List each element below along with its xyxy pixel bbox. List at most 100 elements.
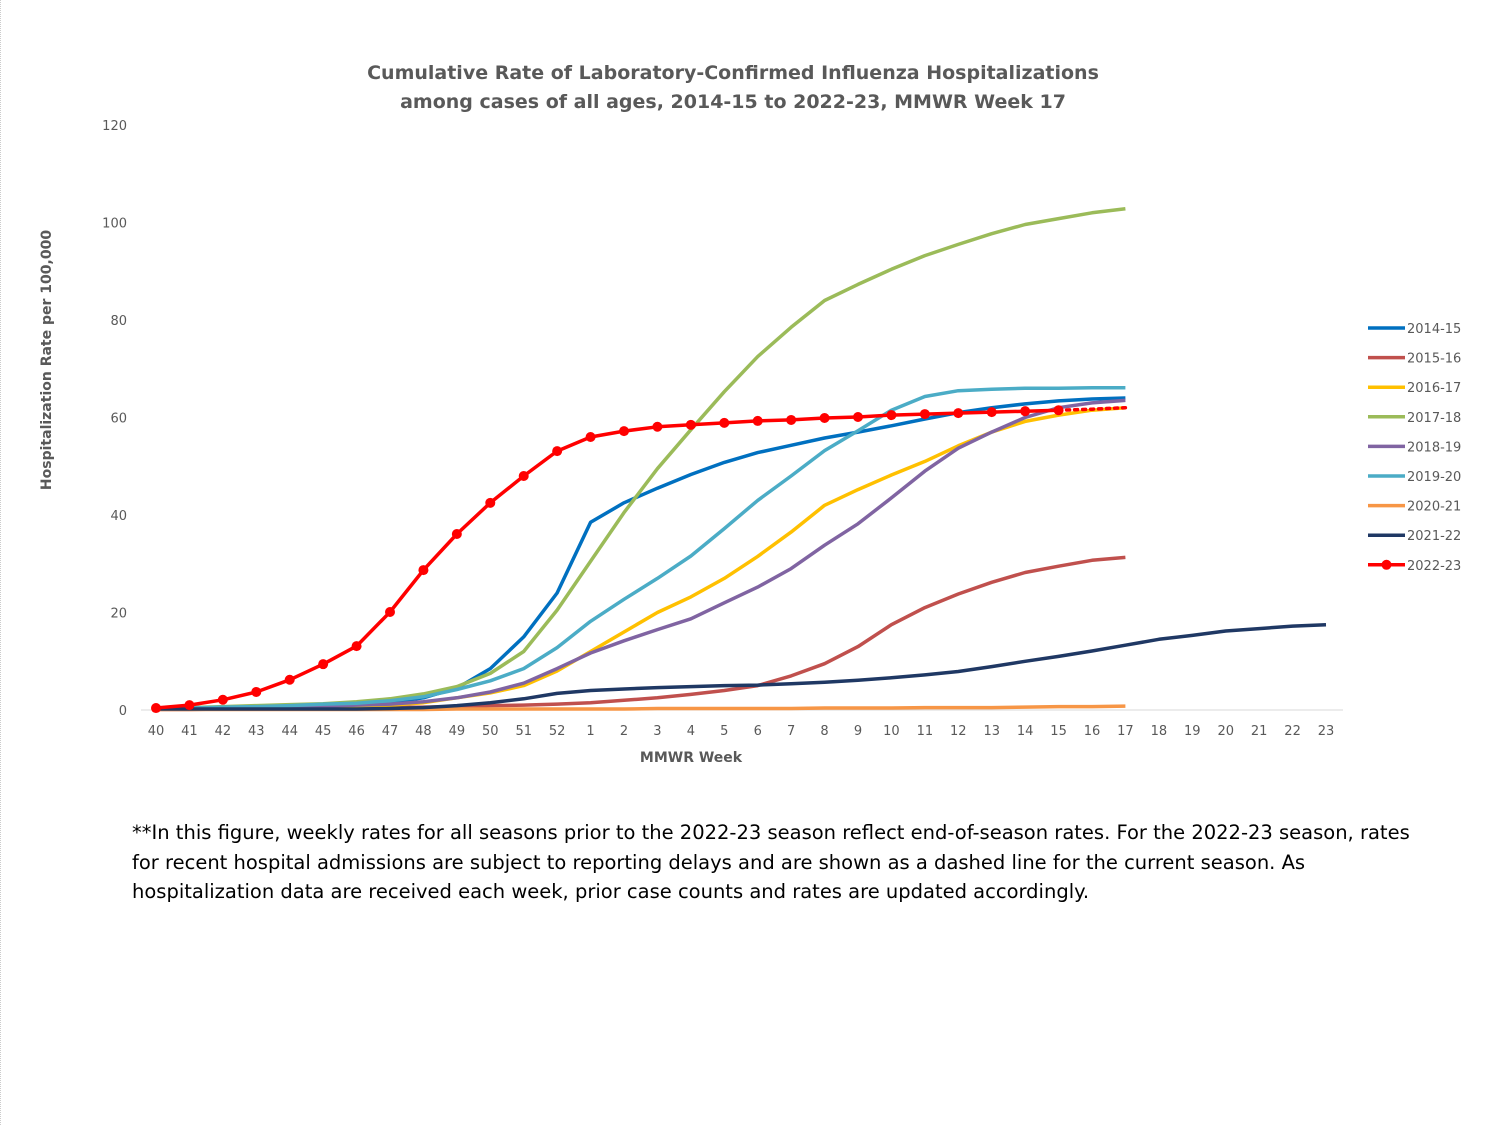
chart: Cumulative Rate of Laboratory-Confirmed … <box>39 62 1461 766</box>
x-tick-label: 42 <box>215 724 232 739</box>
x-tick-label: 45 <box>315 724 332 739</box>
data-point <box>485 497 496 508</box>
x-tick-label: 20 <box>1217 724 1234 739</box>
y-tick-label: 0 <box>119 704 127 719</box>
legend-label: 2018-19 <box>1407 440 1461 455</box>
x-tick-label: 41 <box>181 724 198 739</box>
legend-item: 2015-16 <box>1368 352 1461 367</box>
series-line <box>155 405 1126 711</box>
x-tick-label: 18 <box>1151 724 1168 739</box>
data-point <box>251 686 262 697</box>
legend-item: 2017-18 <box>1368 411 1461 426</box>
legend-label: 2019-20 <box>1407 470 1461 485</box>
x-tick-label: 10 <box>883 724 900 739</box>
x-tick-label: 15 <box>1050 724 1067 739</box>
x-tick-label: 14 <box>1017 724 1034 739</box>
series-2018-19 <box>155 398 1126 711</box>
series-line <box>155 398 1126 711</box>
data-point <box>685 419 696 430</box>
legend-label: 2020-21 <box>1407 500 1461 515</box>
x-tick-label: 12 <box>950 724 967 739</box>
legend-item: 2021-22 <box>1368 529 1461 544</box>
x-axis-label: MMWR Week <box>640 750 743 766</box>
legend-item: 2016-17 <box>1368 381 1461 396</box>
x-tick-label: 48 <box>415 724 432 739</box>
data-point <box>217 694 228 705</box>
legend-item: 2022-23 <box>1368 559 1461 574</box>
data-point <box>819 412 830 423</box>
legend-item: 2014-15 <box>1368 322 1461 337</box>
x-tick-label: 13 <box>983 724 1000 739</box>
footnote: **In this figure, weekly rates for all s… <box>132 821 1410 903</box>
series-2022-23 <box>151 405 1128 714</box>
series-line <box>155 386 1126 711</box>
series-2016-17 <box>155 405 1126 711</box>
x-tick-label: 4 <box>687 724 695 739</box>
legend-label: 2014-15 <box>1407 322 1461 337</box>
data-point <box>986 407 997 418</box>
data-point <box>886 410 897 421</box>
chart-title-line-2: among cases of all ages, 2014-15 to 2022… <box>400 91 1066 113</box>
data-point <box>619 426 629 437</box>
data-point <box>151 703 161 714</box>
x-tick-label: 52 <box>549 724 566 739</box>
series-2021-22 <box>156 622 1327 711</box>
y-tick-label: 40 <box>110 509 127 524</box>
x-tick-label: 19 <box>1184 724 1201 739</box>
y-tick-label: 100 <box>102 217 127 232</box>
y-tick-label: 120 <box>102 119 127 134</box>
data-point <box>919 409 930 420</box>
legend-label: 2015-16 <box>1407 352 1461 367</box>
x-tick-label: 9 <box>854 724 862 739</box>
data-point <box>385 607 395 618</box>
data-point <box>184 700 195 711</box>
x-tick-label: 21 <box>1251 724 1268 739</box>
data-point <box>418 565 429 576</box>
data-point <box>853 412 863 423</box>
data-point <box>1020 406 1031 417</box>
data-point <box>786 414 797 425</box>
data-point <box>719 417 730 428</box>
legend-label: 2017-18 <box>1407 411 1461 426</box>
y-tick-label: 80 <box>110 314 127 329</box>
legend-marker <box>1381 559 1392 570</box>
series-line <box>155 396 1126 711</box>
x-tick-label: 7 <box>787 724 795 739</box>
data-point <box>1053 405 1064 416</box>
x-tick-label: 46 <box>348 724 365 739</box>
legend-item: 2020-21 <box>1368 500 1461 515</box>
data-point <box>284 674 295 685</box>
x-tick-label: 3 <box>653 724 661 739</box>
x-tick-label: 44 <box>281 724 298 739</box>
data-point <box>752 415 763 426</box>
series-2014-15 <box>155 396 1126 711</box>
legend-item: 2018-19 <box>1368 440 1461 455</box>
chart-title-line-1: Cumulative Rate of Laboratory-Confirmed … <box>367 62 1099 84</box>
y-tick-label: 20 <box>110 607 127 622</box>
data-point <box>652 421 663 432</box>
data-point <box>518 471 529 481</box>
y-axis-label: Hospitalization Rate per 100,000 <box>39 230 55 490</box>
y-tick-label: 60 <box>110 412 127 427</box>
x-tick-label: 23 <box>1318 724 1335 739</box>
x-tick-label: 51 <box>515 724 532 739</box>
series-2019-20 <box>155 386 1126 711</box>
x-tick-label: 11 <box>917 724 934 739</box>
x-tick-label: 22 <box>1284 724 1301 739</box>
x-tick-label: 16 <box>1084 724 1101 739</box>
legend-label: 2016-17 <box>1407 381 1461 396</box>
data-point <box>318 659 329 670</box>
x-tick-label: 17 <box>1117 724 1134 739</box>
x-tick-label: 50 <box>482 724 499 739</box>
x-tick-label: 8 <box>820 724 828 739</box>
data-point <box>351 641 362 652</box>
series-dashed-line <box>1056 405 1128 412</box>
x-tick-label: 49 <box>449 724 466 739</box>
x-tick-label: 5 <box>720 724 728 739</box>
x-tick-label: 43 <box>248 724 265 739</box>
legend-item: 2019-20 <box>1368 470 1461 485</box>
x-tick-label: 1 <box>586 724 594 739</box>
x-tick-label: 40 <box>148 724 165 739</box>
x-tick-label: 2 <box>620 724 628 739</box>
